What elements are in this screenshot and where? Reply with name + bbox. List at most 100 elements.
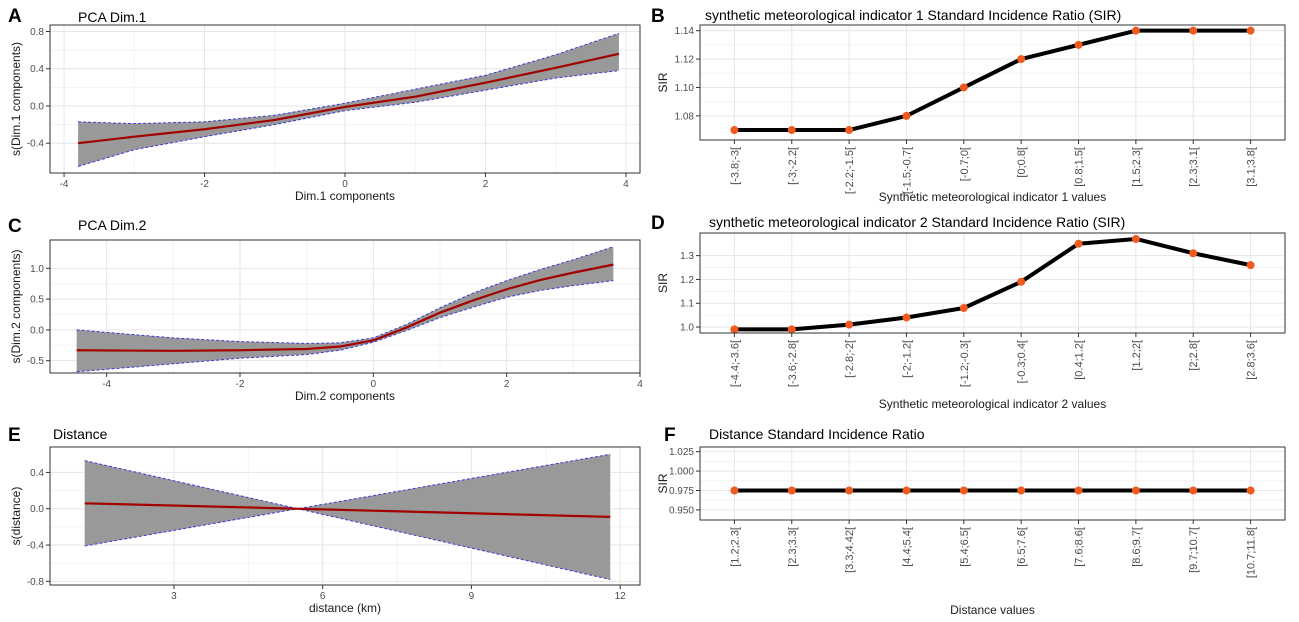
x-tick-label: [-2.2;-1.5[ (844, 147, 856, 194)
x-tick-label: [1.5;2.3[ (1131, 147, 1143, 187)
panel-f: 0.950 0.975 1.000 1.025 [1.2;2.3[[2.3;3.3[[3… (656, 425, 1286, 617)
sir-point (959, 83, 968, 92)
panel-b: 1.08 1.10 1.12 1.14 [-3.8;-3[[-3;-2.2[[-2.2;… (651, 6, 1286, 204)
confidence-band (76, 246, 614, 372)
sir-point (1189, 249, 1198, 258)
x-tick-label: [2.3;3.1[ (1188, 147, 1200, 187)
y-tick-label: 0.4 (30, 64, 44, 75)
sir-point (1017, 486, 1026, 495)
y-tick-label: 0.8 (30, 27, 44, 38)
panel-border (699, 24, 1286, 141)
x-tick-label: [-0.7;0[ (959, 147, 971, 181)
chart-title-b: synthetic meteorological indicator 1 Sta… (705, 7, 1121, 23)
sir-point (902, 486, 911, 495)
sir-point (1131, 26, 1140, 35)
y-tick-label: 0.0 (30, 101, 44, 112)
x-tick-label: 12 (615, 591, 627, 602)
x-axis-label: Distance values (950, 603, 1035, 617)
panel-label-e: E (8, 425, 21, 446)
sir-point (959, 304, 968, 312)
sir-point (730, 486, 739, 495)
x-tick-label: 6 (320, 591, 326, 602)
chart-title-c: PCA Dim.2 (78, 217, 147, 233)
panel-label-f: F (664, 425, 676, 446)
sir-point (1017, 277, 1026, 286)
x-tick-label: -4 (102, 379, 111, 390)
y-axis-label: s(Dim.1 components) (9, 42, 23, 156)
sir-point (1074, 40, 1083, 49)
x-axis-label: Dim.1 components (295, 189, 395, 203)
x-tick-label: [-1.5;-0.7[ (901, 147, 913, 194)
x-tick-label: [3.1;3.8[ (1246, 147, 1258, 187)
y-tick-label: 1.1 (680, 299, 694, 310)
x-tick-label: [9.7;10.7[ (1188, 527, 1200, 573)
x-tick-label: 2 (504, 379, 510, 390)
sir-point (787, 325, 796, 334)
x-tick-label: [6.5;7.6[ (1016, 527, 1028, 567)
x-tick-label: [10.7;11.8[ (1246, 527, 1258, 578)
upper-bound-line (84, 453, 611, 510)
panel-label-a: A (8, 6, 22, 27)
confidence-band (78, 33, 619, 167)
x-tick-label: 2 (483, 179, 489, 190)
chart-title-a: PCA Dim.1 (78, 9, 147, 25)
y-tick-label: 0.5 (30, 295, 44, 306)
sir-point (902, 111, 911, 120)
y-tick-label: 0.975 (669, 486, 694, 497)
panel-border (699, 232, 1286, 334)
x-tick-label: 0 (371, 379, 377, 390)
panel-border (49, 446, 641, 586)
panel-border (699, 446, 1286, 521)
sir-point (730, 325, 739, 334)
y-axis-label: s(Dim.2 components) (9, 249, 23, 363)
sir-point (1189, 26, 1198, 35)
sir-point (787, 486, 796, 495)
panel-border (49, 239, 641, 374)
x-tick-label: [3.3;4.42[ (844, 527, 856, 573)
y-axis-label: SIR (656, 473, 670, 493)
x-axis-label: Synthetic meteorological indicator 1 val… (879, 190, 1106, 204)
x-tick-label: [2;2.8[ (1188, 340, 1200, 371)
x-tick-label: [-3.8;-3[ (729, 147, 741, 185)
y-axis-label: SIR (656, 273, 670, 293)
y-tick-label: -0.4 (27, 541, 45, 552)
fitted-smooth-line (76, 263, 614, 352)
sir-point (959, 486, 968, 495)
sir-point (1074, 486, 1083, 495)
sir-point (1246, 26, 1255, 35)
y-tick-label: -0.5 (27, 356, 45, 367)
panel-c: -4 -2 0 2 4 -0.5 0.0 0.5 1.0 Dim.2 components s(Di… (8, 216, 643, 403)
x-tick-label: 9 (469, 591, 475, 602)
x-tick-label: [2.3;3.3[ (787, 527, 799, 567)
y-tick-label: 1.14 (675, 26, 695, 37)
sir-point (845, 126, 854, 135)
fitted-smooth-line (77, 52, 620, 145)
sir-point (1246, 486, 1255, 495)
panel-e: 3 6 9 12 -0.8 -0.4 0.0 0.4 distance (km) s(distan… (8, 425, 641, 615)
x-tick-label: 4 (637, 379, 643, 390)
x-tick-label: [0.8;1.5[ (1074, 147, 1086, 187)
x-tick-label: -4 (60, 179, 69, 190)
x-tick-label: [5.4;6.5[ (959, 527, 971, 567)
panel-label-d: D (651, 213, 665, 234)
x-tick-label: [1.2;2.3[ (729, 527, 741, 567)
sir-point (1131, 234, 1140, 243)
sir-line (734, 28, 1251, 133)
y-tick-label: 1.000 (669, 467, 694, 478)
y-tick-label: 1.025 (669, 447, 694, 458)
panel-a: -4 -2 0 2 4 -0.4 0.0 0.4 0.8 Dim.1 components s(Di… (8, 6, 641, 203)
x-tick-label: -2 (200, 179, 209, 190)
sir-point (845, 486, 854, 495)
x-tick-label: [0;0.8[ (1016, 147, 1028, 178)
upper-bound-line (76, 246, 614, 344)
x-tick-label: [-2;-1.2[ (901, 340, 913, 378)
y-tick-label: 0.0 (30, 325, 44, 336)
y-tick-label: 1.08 (675, 111, 695, 122)
y-tick-label: 1.0 (680, 323, 694, 334)
panel-d: 1.0 1.1 1.2 1.3 [-4.4;-3.6[[-3.6;-2.8[[-2.8;… (651, 213, 1286, 411)
x-tick-label: [4.4;5.4[ (901, 527, 913, 567)
x-tick-label: [-3;-2.2[ (787, 147, 799, 185)
sir-point (1074, 239, 1083, 248)
x-tick-label: [-1.2;-0.3[ (959, 340, 971, 387)
